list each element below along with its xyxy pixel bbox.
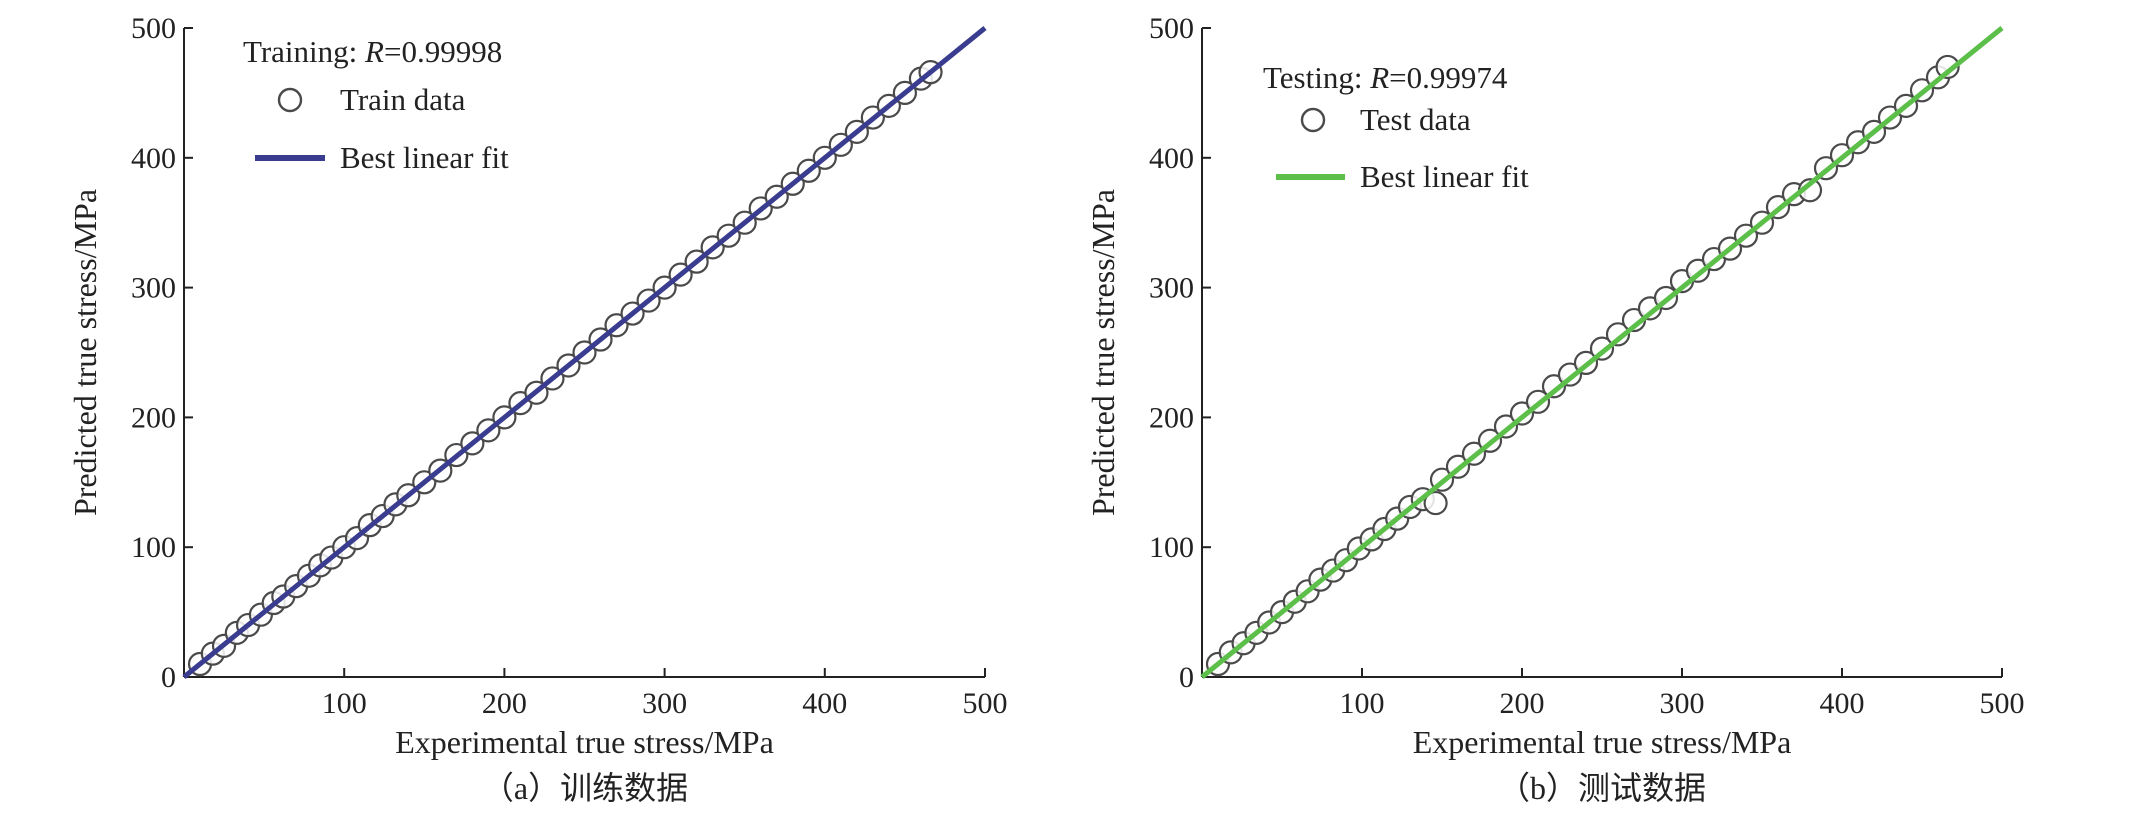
y-tick-label: 0: [1179, 661, 1194, 694]
legend-label-fit: Best linear fit: [1360, 159, 1529, 194]
y-tick-label: 500: [131, 12, 176, 45]
y-tick-label: 300: [131, 272, 176, 305]
r-annotation-value: =0.99998: [384, 34, 502, 69]
panel-caption: （a）训练数据: [482, 770, 688, 806]
best-fit-line: [182, 26, 987, 679]
best-fit-line: [1200, 26, 2004, 679]
y-tick-label: 200: [131, 401, 176, 434]
x-tick-label: 100: [1340, 687, 1385, 720]
y-tick-label: 500: [1149, 12, 1194, 45]
y-tick-label: 100: [1149, 531, 1194, 564]
data-point: [1541, 374, 1567, 399]
x-tick-label: 200: [482, 687, 527, 720]
r-annotation: Training: R=0.99998: [243, 34, 502, 69]
legend-label-data: Test data: [1360, 102, 1471, 137]
y-tick-label: 300: [1149, 272, 1194, 305]
legend-label-fit: Best linear fit: [340, 140, 509, 175]
y-tick-label: 100: [131, 531, 176, 564]
legend-label-data: Train data: [340, 82, 466, 117]
x-axis-label: Experimental true stress/MPa: [1413, 724, 1792, 760]
legend: Test data Best linear fit: [1276, 102, 1529, 194]
y-tick-label: 200: [1149, 401, 1194, 434]
y-axis-label: Predicted true stress/MPa: [1085, 189, 1121, 516]
legend-marker-data: [277, 87, 303, 113]
r-annotation-value: =0.99974: [1389, 60, 1508, 95]
x-tick-label: 300: [1660, 687, 1705, 720]
y-tick-label: 0: [161, 661, 176, 694]
y-tick-label: 400: [131, 142, 176, 175]
r-annotation-variable: R: [1369, 60, 1389, 95]
r-annotation-variable: R: [364, 34, 384, 69]
chart-panel-a: 100 200 300 400 500 0 100 200 300 400 500 Experimen…: [67, 12, 1008, 806]
legend: Train data Best linear fit: [255, 82, 509, 175]
x-tick-label: 400: [802, 687, 847, 720]
x-tick-label: 300: [642, 687, 687, 720]
x-tick-label: 500: [963, 687, 1008, 720]
r-annotation: Testing: R=0.99974: [1263, 60, 1508, 95]
x-axis-label: Experimental true stress/MPa: [395, 724, 774, 760]
r-annotation-prefix: Testing:: [1263, 60, 1370, 95]
x-tick-label: 200: [1500, 687, 1545, 720]
chart-panel-b: 100 200 300 400 500 0 100 200 300 400 500 Experimen…: [1085, 12, 2025, 806]
r-annotation-prefix: Training:: [243, 34, 365, 69]
y-tick-label: 400: [1149, 142, 1194, 175]
legend-marker-data: [1300, 107, 1326, 133]
panel-caption: （b）测试数据: [1498, 770, 1706, 806]
x-tick-label: 500: [1980, 687, 2025, 720]
x-tick-label: 400: [1820, 687, 1865, 720]
y-axis-label: Predicted true stress/MPa: [67, 189, 103, 516]
data-point: [1423, 490, 1448, 516]
data-point: [1605, 322, 1631, 347]
data-point: [1935, 54, 1960, 80]
x-tick-label: 100: [322, 687, 367, 720]
